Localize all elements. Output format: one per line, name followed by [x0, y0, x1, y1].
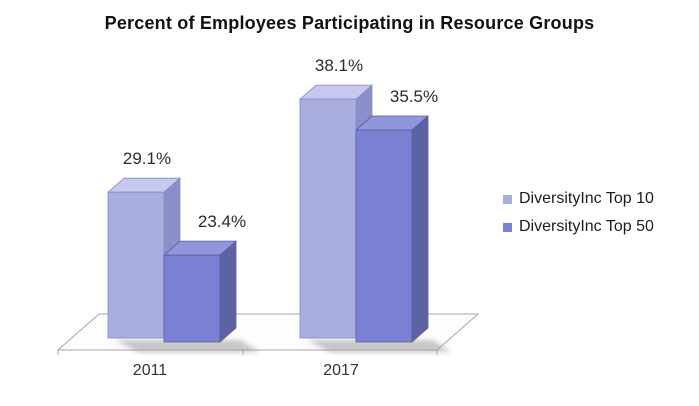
category-label: 2011	[133, 362, 168, 379]
legend-item: DiversityInc Top 50	[503, 218, 654, 236]
legend-item: DiversityInc Top 10	[503, 190, 654, 208]
legend-swatch-top-50-icon	[503, 222, 512, 232]
bar-2017-diversityinc-top-50-front-face	[355, 129, 413, 343]
legend-label: DiversityInc Top 10	[519, 190, 654, 207]
legend-label: DiversityInc Top 50	[519, 218, 654, 235]
category-label: 2017	[323, 362, 359, 379]
value-label: 38.1%	[315, 56, 363, 75]
legend-swatch-top-10-icon	[503, 194, 512, 204]
bar-2011-diversityinc-top-50-front-face	[163, 254, 221, 343]
value-label: 23.4%	[198, 212, 246, 231]
bar-shadow	[306, 340, 452, 352]
value-label: 29.1%	[123, 149, 171, 168]
bar-2011-diversityinc-top-10-front-face	[107, 191, 165, 339]
value-label: 35.5%	[390, 87, 438, 106]
bar-2011-diversityinc-top-50-side-face	[219, 240, 237, 343]
bar-2017-diversityinc-top-10-front-face	[299, 98, 357, 339]
bar-shadow	[114, 340, 260, 352]
chart-title: Percent of Employees Participating in Re…	[104, 13, 595, 33]
legend: DiversityInc Top 10 DiversityInc Top 50	[503, 190, 654, 236]
bar-2017-diversityinc-top-50-side-face	[411, 115, 429, 343]
